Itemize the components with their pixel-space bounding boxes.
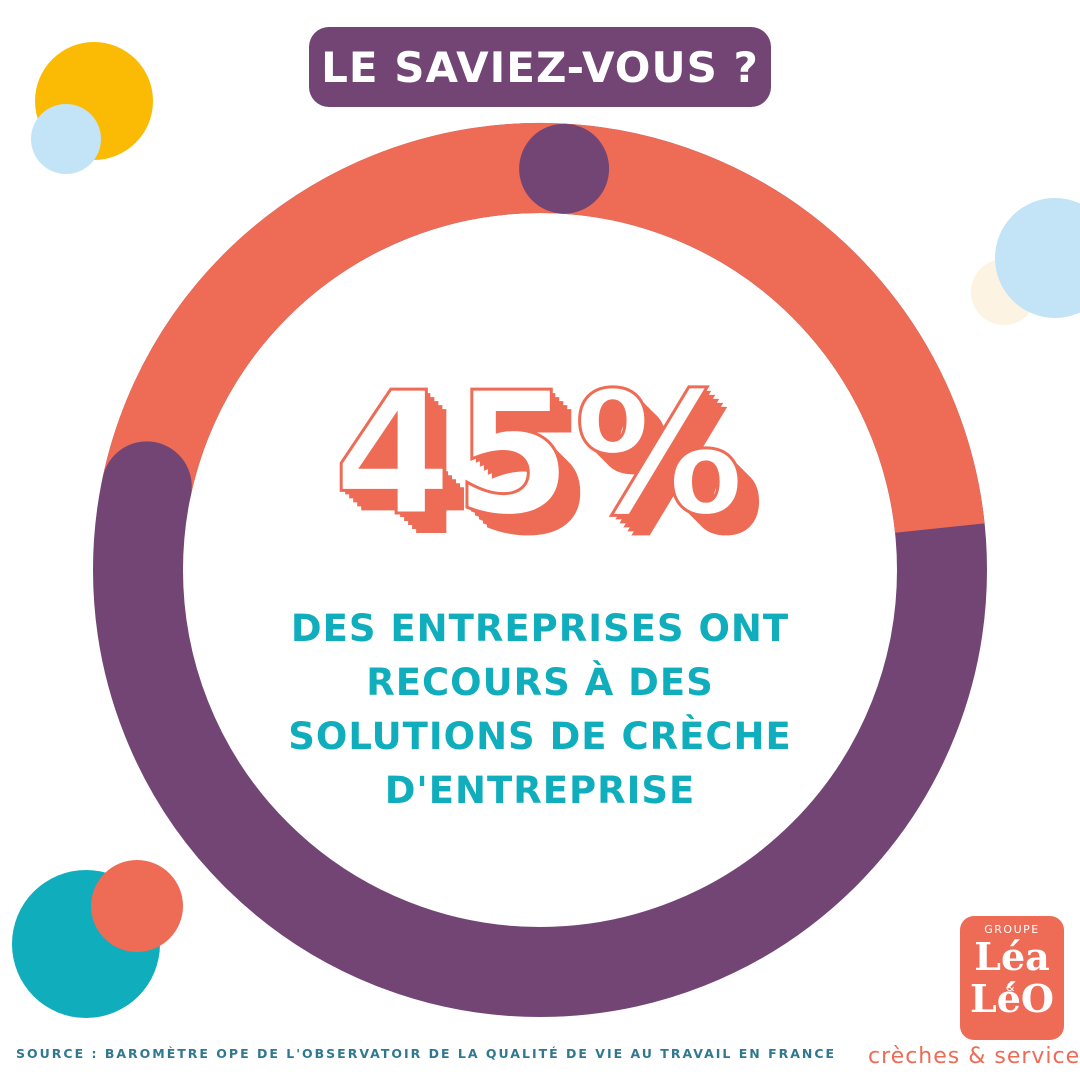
caption-line: RECOURS À DES	[366, 661, 714, 704]
decor-circle-light-blue	[31, 104, 101, 174]
donut-cap-top	[519, 123, 610, 214]
brand-tagline: crèches & services	[868, 1044, 1080, 1069]
donut-cap-left	[101, 441, 192, 532]
source-note: SOURCE : BAROMÈTRE OPE DE L'OBSERVATOIR …	[16, 1046, 837, 1061]
brand-logo: GROUPE Léa & LéO	[960, 916, 1064, 1040]
caption-text: DES ENTREPRISES ONT RECOURS À DES SOLUTI…	[240, 602, 840, 818]
header-title: LE SAVIEZ-VOUS ?	[321, 42, 759, 92]
header-badge: LE SAVIEZ-VOUS ?	[309, 27, 771, 107]
logo-lea-text: Léa	[974, 934, 1050, 979]
logo-leo-text: LéO	[970, 976, 1054, 1021]
logo-groupe-text: GROUPE	[984, 923, 1040, 936]
percent-value: 45%	[332, 356, 747, 554]
caption-line: D'ENTREPRISE	[384, 769, 696, 812]
decor-circle-coral	[91, 860, 183, 952]
caption-line: DES ENTREPRISES ONT	[290, 607, 790, 650]
donut-slice-highlight	[93, 122, 987, 1017]
caption-line: SOLUTIONS DE CRÈCHE	[288, 715, 792, 758]
logo-ampersand: &	[1006, 981, 1015, 994]
